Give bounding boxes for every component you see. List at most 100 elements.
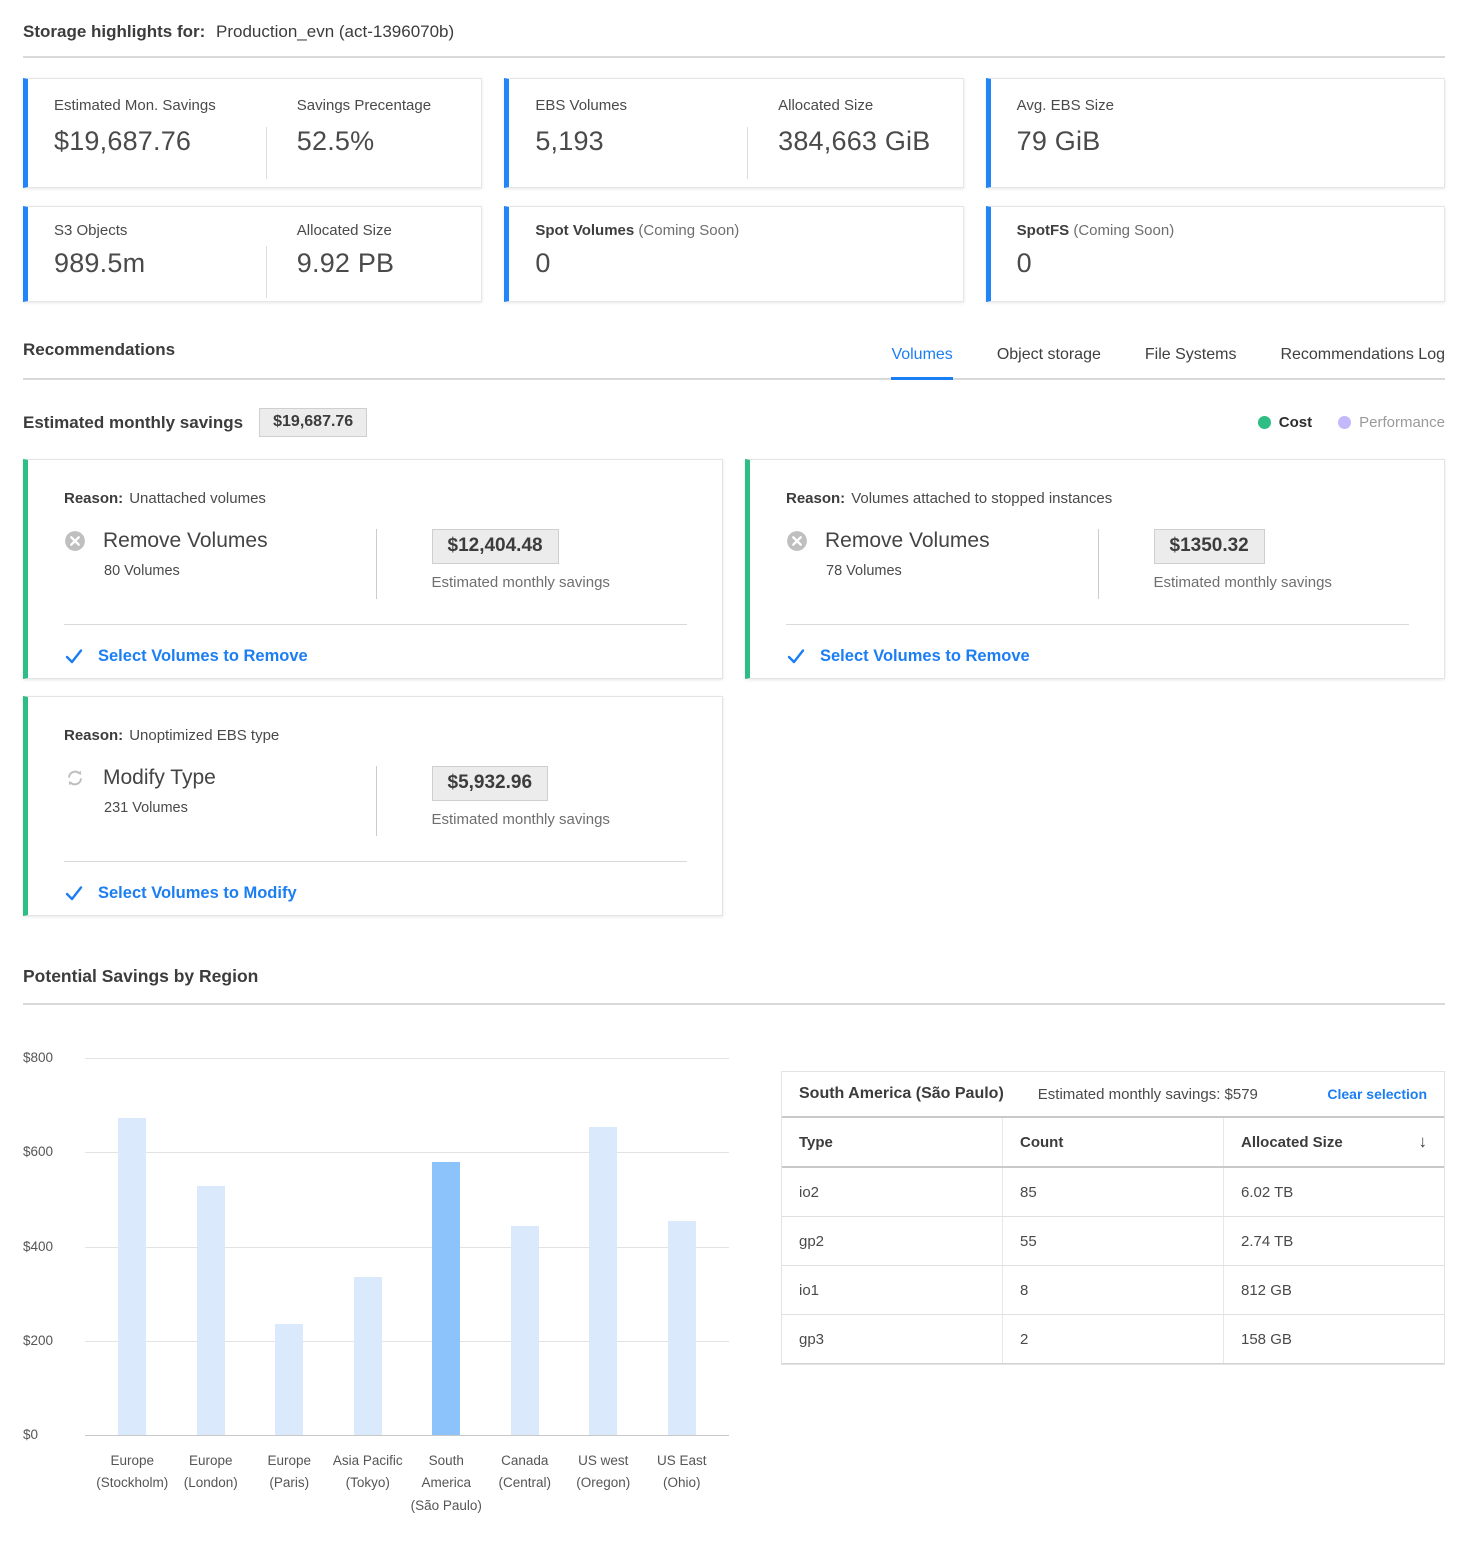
x-axis-label: Europe (Stockholm) xyxy=(96,1453,169,1491)
column-header-type[interactable]: Type xyxy=(799,1133,833,1151)
tab-recommendations-log[interactable]: Recommendations Log xyxy=(1280,346,1445,363)
savings-amount-label: Estimated monthly savings xyxy=(1153,574,1332,591)
cell-type: gp3 xyxy=(799,1330,825,1348)
bar[interactable] xyxy=(667,1221,696,1435)
tab-object-storage[interactable]: Object storage xyxy=(996,346,1101,363)
page-title: Storage highlights for: Production_evn (… xyxy=(23,0,1445,58)
divider xyxy=(64,861,687,862)
tab-volumes[interactable]: Volumes xyxy=(891,346,953,380)
action-row: Remove Volumes 78 Volumes $1350.32 Estim… xyxy=(786,529,1409,599)
table-row[interactable]: io1 8 812 GB xyxy=(782,1266,1444,1315)
reason-text: Unoptimized EBS type xyxy=(129,727,280,744)
column-header-allocated-size[interactable]: Allocated Size ↓ xyxy=(1223,1118,1444,1166)
remove-circle-icon xyxy=(64,530,86,552)
column-header-count[interactable]: Count xyxy=(1002,1118,1223,1166)
select-volumes-to-modify-link[interactable]: Select Volumes to Modify xyxy=(64,883,687,903)
stats-grid: Estimated Mon. Savings $19,687.76 Saving… xyxy=(23,78,1445,302)
cell-type: io2 xyxy=(799,1183,820,1201)
bar[interactable] xyxy=(353,1277,382,1435)
divider xyxy=(747,127,749,179)
summary-value-badge: $19,687.76 xyxy=(259,408,368,437)
cell-size: 2.74 TB xyxy=(1223,1217,1444,1265)
summary-label: Estimated monthly savings xyxy=(23,412,244,432)
stat-card-spotfs: SpotFS (Coming Soon) 0 xyxy=(985,206,1445,302)
rec-card-unattached-volumes: Reason: Unattached volumes Remove Volumes… xyxy=(23,459,723,679)
savings-amount-label: Estimated monthly savings xyxy=(431,574,610,591)
cell-count: 85 xyxy=(1002,1168,1223,1216)
y-axis-tick: $800 xyxy=(23,1050,54,1065)
metric-avg-ebs-size: Avg. EBS Size 79 GiB xyxy=(1017,97,1114,187)
gridline-800: $800 xyxy=(23,1050,729,1065)
select-volumes-to-remove-link[interactable]: Select Volumes to Remove xyxy=(64,646,687,666)
action-title: Remove Volumes xyxy=(825,529,990,552)
gridline-400: $400 xyxy=(23,1239,729,1254)
bar[interactable] xyxy=(589,1127,618,1435)
selected-region-title: South America (São Paulo) xyxy=(799,1085,1004,1102)
divider xyxy=(265,127,267,179)
reason-label: Reason: xyxy=(64,490,124,507)
bar[interactable] xyxy=(432,1162,461,1435)
metric-allocated-size: Allocated Size 384,663 GiB xyxy=(748,97,943,187)
legend-cost-label: Cost xyxy=(1278,414,1313,431)
recommendations-header: Recommendations Volumes Object storage F… xyxy=(23,340,1445,380)
metric-value: 5,193 xyxy=(535,126,604,156)
sort-desc-arrow-icon[interactable]: ↓ xyxy=(1418,1132,1428,1151)
cell-count: 2 xyxy=(1002,1315,1223,1363)
metric-label-name: Spot Volumes xyxy=(535,222,635,239)
bar[interactable] xyxy=(118,1118,147,1435)
bar[interactable] xyxy=(275,1324,304,1435)
clear-selection-link[interactable]: Clear selection xyxy=(1327,1086,1427,1102)
table-row[interactable]: gp2 55 2.74 TB xyxy=(782,1217,1444,1266)
y-axis-tick: $200 xyxy=(23,1332,54,1348)
metric-label: Allocated Size xyxy=(778,97,874,114)
bar[interactable] xyxy=(196,1186,225,1435)
bar-asia-pacific-tokyo[interactable] xyxy=(329,1058,408,1435)
cell-size: 812 GB xyxy=(1223,1266,1444,1314)
stat-card-avg-ebs-size: Avg. EBS Size 79 GiB xyxy=(985,78,1445,188)
metric-label: SpotFS (Coming Soon) xyxy=(1017,222,1175,239)
metric-label: Savings Precentage xyxy=(296,97,432,114)
rec-card-unoptimized-ebs-type: Reason: Unoptimized EBS type Mo xyxy=(23,696,723,916)
action-row: Remove Volumes 80 Volumes $12,404.48 Est… xyxy=(64,529,687,599)
divider xyxy=(375,766,377,836)
region-savings-subtitle: Estimated monthly savings: $579 xyxy=(1037,1085,1258,1103)
metric-value: 52.5% xyxy=(296,126,375,156)
legend-performance-label: Performance xyxy=(1359,414,1445,431)
bar-chart-plot: $800 $600 $400 $200 $0 xyxy=(23,1050,729,1442)
bar-us-west-oregon[interactable] xyxy=(564,1058,643,1435)
region-detail-table: South America (São Paulo) Estimated mont… xyxy=(781,1071,1445,1365)
gridline-0: $0 xyxy=(23,1427,729,1442)
divider xyxy=(786,624,1409,625)
bar-europe-london[interactable] xyxy=(172,1058,251,1435)
cta-label: Select Volumes to Modify xyxy=(98,883,297,902)
table-row[interactable]: io2 85 6.02 TB xyxy=(782,1168,1444,1217)
savings-amount-badge: $12,404.48 xyxy=(431,529,559,564)
cell-type: gp2 xyxy=(799,1232,825,1250)
stat-card-monthly-savings: Estimated Mon. Savings $19,687.76 Saving… xyxy=(23,78,483,188)
metric-s3-allocated-size: Allocated Size 9.92 PB xyxy=(267,222,462,301)
cell-count: 8 xyxy=(1002,1266,1223,1314)
x-axis-label: US west (Oregon) xyxy=(576,1453,631,1491)
bar[interactable] xyxy=(510,1226,539,1435)
bar-us-east-ohio[interactable] xyxy=(643,1058,722,1435)
select-volumes-to-remove-link[interactable]: Select Volumes to Remove xyxy=(786,646,1409,666)
x-axis-label: US East (Ohio) xyxy=(656,1453,707,1491)
x-axis-label: Canada (Central) xyxy=(498,1453,551,1491)
volume-count: 231 Volumes xyxy=(104,800,188,816)
bar-europe-paris[interactable] xyxy=(250,1058,329,1435)
region-section-body: $800 $600 $400 $200 $0 Europe (Stockholm)… xyxy=(23,1005,1445,1517)
tab-file-systems[interactable]: File Systems xyxy=(1144,346,1237,363)
volume-count: 78 Volumes xyxy=(826,563,902,579)
table-row[interactable]: gp3 2 158 GB xyxy=(782,1315,1444,1364)
performance-dot-icon xyxy=(1338,416,1352,429)
region-detail-panel: South America (São Paulo) Estimated mont… xyxy=(781,1005,1445,1517)
metric-value: 989.5m xyxy=(54,248,146,278)
metric-ebs-volumes: EBS Volumes 5,193 xyxy=(535,97,747,187)
bar-canada-central[interactable] xyxy=(486,1058,565,1435)
metric-label: S3 Objects xyxy=(54,222,128,239)
metric-value: 0 xyxy=(535,248,551,278)
reason-line: Reason: Unattached volumes xyxy=(64,490,687,507)
bar-south-america-s-o-paulo[interactable] xyxy=(407,1058,486,1435)
bar-europe-stockholm[interactable] xyxy=(93,1058,172,1435)
